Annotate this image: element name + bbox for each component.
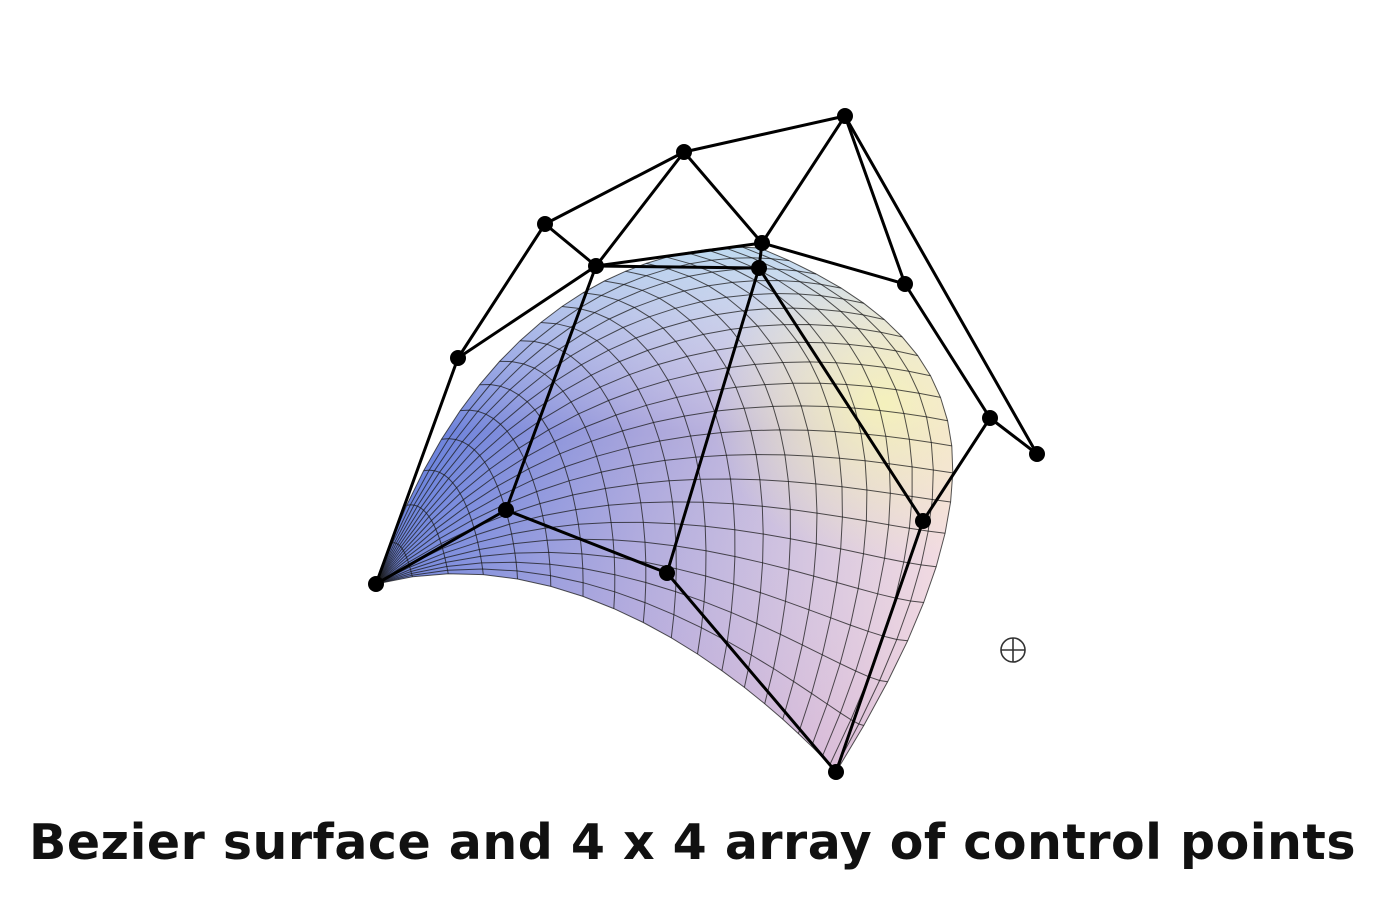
control-net-edge [843,114,907,286]
bezier-surface-figure [368,108,1045,780]
crosshair-icon [1000,637,1026,663]
mesh-line-v [604,280,764,688]
control-point [1029,446,1045,462]
control-point [368,576,384,592]
mesh-line-v [646,262,818,720]
bezier-surface [376,247,953,773]
surface-mesh [375,246,954,773]
control-net-edge [543,150,686,226]
control-point [837,108,853,124]
mesh-line-v [390,542,413,577]
control-point [588,258,604,274]
control-point [915,513,931,529]
mesh-line-v [686,252,868,747]
control-net-edge [760,114,847,245]
control-points [368,108,1045,780]
control-point [982,410,998,426]
control-net-edge [594,241,764,268]
control-net-edge [504,508,669,575]
control-point [897,276,913,292]
control-net-edge [682,150,764,245]
mesh-line-v [441,438,518,580]
control-point [537,216,553,232]
control-net-edge [760,241,907,286]
mesh-line-v [706,249,891,758]
caption: Bezier surface and 4 x 4 array of contro… [28,814,1357,871]
mesh-line-v [742,246,934,771]
control-net-edge [843,114,1039,456]
mesh-line-v [625,270,791,704]
control-net-edge [543,222,598,268]
control-net-edge [456,222,547,360]
control-net-edge [834,519,925,774]
mesh-line-v [540,322,677,638]
mesh-line-v [479,383,584,597]
mesh-line-v [666,256,843,734]
control-point [450,350,466,366]
control-net-edge [374,356,460,586]
control-net-edge [921,416,992,523]
surface-shade-3 [376,247,953,773]
control-point [498,502,514,518]
control-net-edge [456,264,598,360]
control-point [754,235,770,251]
control-net-edge [988,416,1039,456]
control-net-edge [682,114,847,154]
control-net-edge [374,508,508,586]
control-point [676,144,692,160]
mesh-line-v [759,247,954,773]
control-net-edge [594,264,761,270]
mesh-line-v [561,306,707,655]
mesh-line-v [406,504,449,574]
control-net-edge [594,150,686,268]
control-net-edge [665,266,761,575]
control-net-edge [757,266,925,523]
control-net-edge [665,571,838,774]
mesh-line-v [460,409,552,587]
mesh-line-v [423,469,484,575]
control-net-edge [903,282,992,420]
control-point [828,764,844,780]
control-net-edge [504,264,598,512]
control-point [659,565,675,581]
control-point [751,260,767,276]
